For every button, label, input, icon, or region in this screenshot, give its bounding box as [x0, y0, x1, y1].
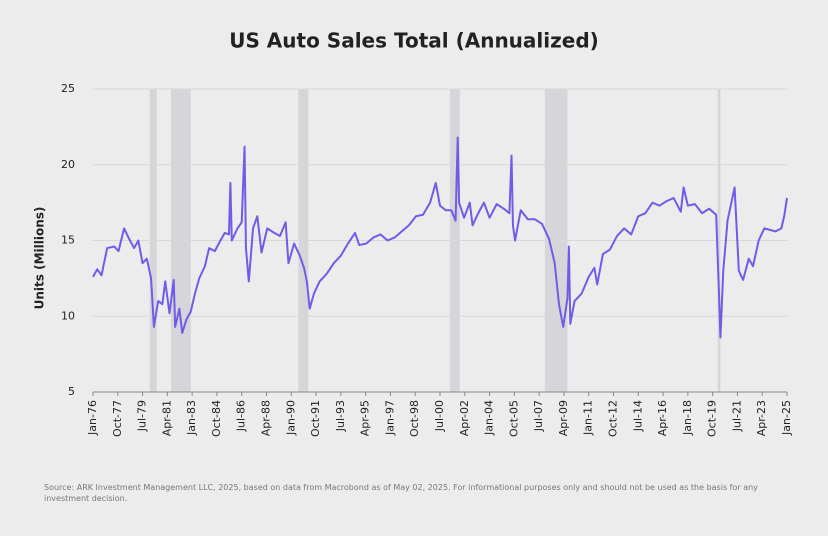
x-tick-label: Apr-02: [458, 400, 471, 436]
x-tick-label: Oct-77: [111, 400, 124, 437]
x-tick-label: Jan-25: [780, 400, 793, 436]
x-tick-label: Apr-81: [160, 400, 173, 436]
x-tick-label: Jul-07: [532, 400, 545, 432]
x-tick-label: Jul-79: [136, 400, 149, 432]
x-tick-label: Jan-18: [681, 400, 694, 436]
x-tick-label: Oct-12: [607, 400, 620, 437]
chart-title: US Auto Sales Total (Annualized): [229, 29, 599, 53]
x-tick-label: Jul-00: [433, 400, 446, 432]
x-tick-label: Jan-97: [383, 400, 396, 436]
x-tick-label: Jul-14: [631, 400, 644, 432]
x-tick-label: Jul-93: [334, 400, 347, 432]
x-tick-label: Apr-95: [359, 400, 372, 436]
x-tick-label: Jan-83: [185, 400, 198, 436]
x-tick-label: Apr-23: [755, 400, 768, 436]
source-note: Source: ARK Investment Management LLC, 2…: [44, 483, 758, 503]
x-tick-label: Jan-76: [86, 400, 99, 436]
x-tick-label: Oct-19: [706, 400, 719, 437]
x-tick-label: Oct-05: [507, 400, 520, 437]
y-tick-label: 20: [61, 158, 75, 171]
series-line: [92, 136, 788, 339]
x-tick-label: Oct-84: [210, 400, 223, 437]
x-tick-label: Jan-90: [284, 400, 297, 436]
y-tick-label: 5: [68, 385, 75, 398]
plot-area: 5 10 15 20 25 Jan-76 Oct-77 Jul-79 Apr-81 Jan-83 O…: [61, 82, 793, 437]
y-axis-label: Units (Millions): [33, 207, 47, 310]
x-tick-label: Oct-98: [408, 400, 421, 437]
x-tick-label: Apr-88: [260, 400, 273, 436]
x-tick-label: Jul-21: [730, 400, 743, 432]
x-tick-label: Jan-11: [582, 400, 595, 436]
x-tick-label: Jan-04: [483, 400, 496, 436]
x-tick-label: Apr-09: [557, 400, 570, 436]
x-tick-label: Apr-16: [656, 400, 669, 436]
x-tick-label: Oct-91: [309, 400, 322, 437]
source-box: Source: ARK Investment Management LLC, 2…: [44, 483, 758, 503]
y-tick-label: 15: [61, 234, 75, 247]
y-tick-label: 25: [61, 82, 75, 95]
x-tick-label: Jul-86: [235, 400, 248, 432]
y-tick-label: 10: [61, 309, 75, 322]
